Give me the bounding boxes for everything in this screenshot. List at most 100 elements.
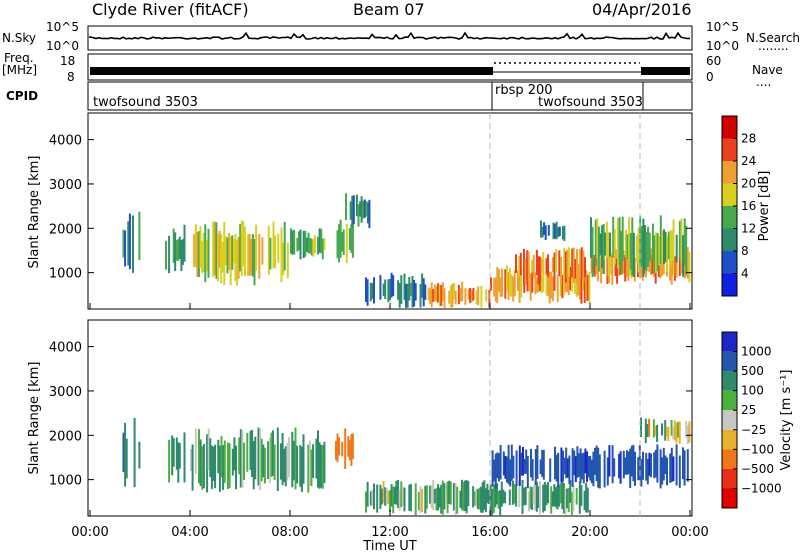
data-cell — [228, 233, 231, 271]
data-cell — [560, 257, 562, 286]
colorbar-segment — [722, 116, 737, 139]
data-cell — [451, 283, 454, 308]
data-cell — [593, 255, 596, 277]
data-cell — [603, 450, 606, 488]
data-cell — [659, 215, 662, 264]
data-cell — [317, 236, 319, 255]
data-cell — [673, 256, 676, 281]
data-cell — [198, 429, 200, 484]
data-cell — [472, 288, 475, 301]
velocity-frame — [87, 319, 693, 517]
data-cell — [493, 277, 496, 297]
data-cell — [172, 228, 175, 263]
data-cell — [390, 484, 393, 507]
data-cell — [483, 480, 486, 510]
data-cell — [518, 480, 521, 508]
data-cell — [193, 234, 196, 267]
data-cell — [400, 481, 403, 507]
data-cell — [562, 450, 564, 482]
data-cell — [675, 258, 678, 278]
data-cell — [592, 451, 595, 487]
data-cell — [352, 195, 355, 225]
data-cell — [673, 420, 676, 441]
data-cell — [366, 202, 369, 224]
colorbar-segment — [722, 410, 737, 430]
data-cell — [686, 449, 689, 482]
data-cell — [647, 226, 650, 267]
data-cell — [469, 287, 472, 304]
data-cell — [355, 194, 358, 217]
data-cell — [550, 271, 553, 299]
data-cell — [501, 268, 504, 297]
data-cell — [499, 445, 502, 480]
data-cell — [411, 276, 414, 308]
x-tick-label: 20:00 — [571, 525, 608, 540]
data-cell — [527, 251, 530, 282]
data-cell — [573, 450, 576, 476]
data-cell — [454, 290, 457, 305]
data-cell — [272, 221, 275, 269]
data-cell — [405, 283, 408, 308]
x-tick-label: 12:00 — [371, 525, 408, 540]
data-cell — [323, 238, 326, 250]
data-cell — [365, 201, 368, 217]
data-cell — [531, 459, 534, 481]
data-cell — [551, 276, 554, 302]
data-cell — [190, 449, 192, 471]
data-cell — [648, 232, 651, 262]
data-cell — [300, 446, 303, 492]
data-cell — [648, 418, 651, 437]
x-tick-label: 00:00 — [671, 525, 708, 540]
colorbar-tick-label: 8 — [741, 244, 749, 258]
data-cell — [521, 479, 524, 515]
data-cell — [629, 448, 632, 489]
data-cell — [590, 217, 592, 258]
data-cell — [217, 233, 219, 282]
data-cell — [446, 481, 449, 513]
data-cell — [174, 232, 177, 272]
data-cell — [639, 215, 642, 267]
data-cell — [547, 482, 549, 504]
data-cell — [525, 449, 528, 474]
data-cell — [132, 215, 134, 273]
data-cell — [602, 223, 605, 274]
data-cell — [496, 483, 498, 505]
data-cell — [664, 420, 667, 441]
data-cell — [672, 456, 675, 482]
y-tick-label: 4000 — [49, 341, 82, 356]
data-cell — [210, 445, 213, 490]
data-cell — [379, 275, 382, 300]
data-cell — [445, 484, 447, 504]
data-cell — [307, 232, 310, 254]
data-cell — [551, 257, 554, 273]
data-cell — [510, 274, 513, 297]
data-cell — [338, 437, 341, 456]
data-cell — [194, 224, 197, 267]
data-cell — [168, 235, 171, 274]
data-cell — [299, 229, 302, 260]
data-cell — [281, 433, 284, 485]
freq-label: Freq. — [4, 51, 34, 65]
data-cell — [551, 491, 554, 507]
data-cell — [127, 221, 130, 266]
data-cell — [541, 226, 544, 238]
data-cell — [180, 240, 183, 272]
x-tick-label: 00:00 — [71, 525, 108, 540]
data-cell — [520, 452, 523, 476]
data-cell — [351, 195, 354, 228]
data-cell — [622, 250, 625, 274]
colorbar-tick-label: 500 — [741, 364, 764, 378]
data-cell — [509, 268, 511, 297]
data-cell — [280, 443, 282, 480]
cpid-segment-label: rbsp 200 — [495, 83, 553, 98]
data-cell — [429, 288, 432, 304]
data-cell — [293, 229, 296, 255]
data-cell — [564, 251, 567, 283]
data-cell — [621, 216, 624, 261]
data-cell — [539, 459, 542, 474]
data-cell — [579, 448, 582, 484]
data-cell — [540, 258, 543, 274]
data-cell — [283, 221, 286, 271]
data-cell — [308, 440, 311, 487]
data-cell — [177, 239, 180, 261]
